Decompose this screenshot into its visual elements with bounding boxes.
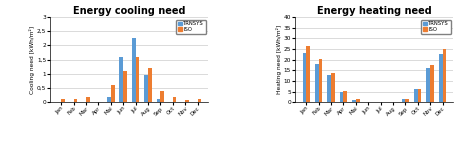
Bar: [136, 57, 139, 102]
Bar: [418, 89, 421, 102]
Bar: [74, 99, 77, 102]
Bar: [123, 71, 127, 102]
Bar: [306, 46, 310, 102]
Title: Energy heating need: Energy heating need: [317, 6, 432, 16]
Bar: [120, 57, 123, 102]
Bar: [402, 99, 405, 102]
Bar: [430, 65, 434, 102]
Bar: [405, 99, 409, 102]
Bar: [144, 75, 148, 102]
Bar: [86, 97, 90, 102]
Bar: [356, 99, 360, 102]
Bar: [315, 64, 319, 102]
Bar: [148, 68, 152, 102]
Bar: [442, 49, 446, 102]
Bar: [157, 99, 160, 102]
Bar: [185, 100, 189, 102]
Y-axis label: Cooling need [kWh/m²]: Cooling need [kWh/m²]: [29, 26, 35, 94]
Bar: [303, 53, 306, 102]
Bar: [107, 97, 111, 102]
Legend: TRNSYS, ISO: TRNSYS, ISO: [421, 20, 451, 34]
Bar: [111, 85, 114, 102]
Bar: [173, 97, 176, 102]
Bar: [439, 54, 442, 102]
Bar: [426, 68, 430, 102]
Y-axis label: Heating need [kWh/m²]: Heating need [kWh/m²]: [276, 25, 282, 94]
Bar: [61, 99, 65, 102]
Bar: [414, 89, 418, 102]
Bar: [319, 59, 322, 102]
Bar: [197, 99, 201, 102]
Bar: [340, 92, 344, 102]
Bar: [352, 100, 356, 102]
Bar: [327, 75, 331, 102]
Bar: [160, 91, 164, 102]
Legend: TRNSYS, ISO: TRNSYS, ISO: [176, 20, 206, 34]
Bar: [132, 38, 136, 102]
Title: Energy cooling need: Energy cooling need: [73, 6, 185, 16]
Bar: [331, 74, 335, 102]
Bar: [344, 91, 347, 102]
